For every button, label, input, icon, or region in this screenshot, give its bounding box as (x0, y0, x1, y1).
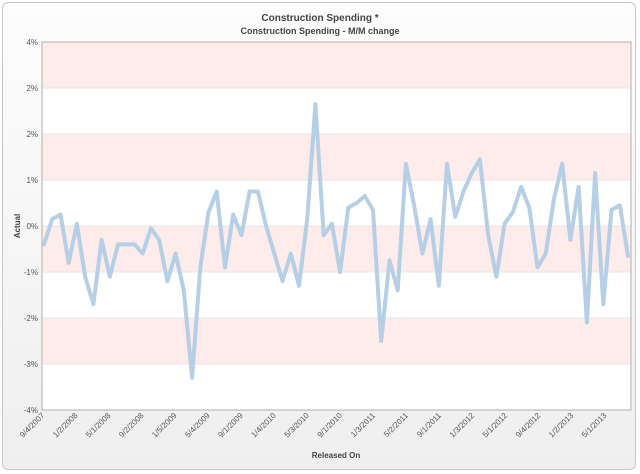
x-axis-ticks: 9/4/2007 1/2/2008 5/1/2008 9/2/2008 1/5/2009… (18, 411, 609, 440)
chart-title: Construction Spending * (261, 13, 379, 24)
x-axis-label: Released On (312, 451, 361, 460)
x-tick-label: 1/4/2010 (249, 411, 278, 440)
x-tick-label: 9/2/2008 (117, 411, 146, 440)
x-tick-label: 5/4/2009 (183, 411, 212, 440)
chart-subtitle: Construction Spending - M/M change (240, 26, 400, 36)
x-tick-label: 1/2/2008 (51, 411, 80, 440)
band (42, 318, 631, 364)
y-tick-label: 1% (26, 176, 38, 185)
x-tick-label: 5/1/2008 (84, 411, 113, 440)
series-line (42, 102, 630, 380)
x-tick-label: 5/1/2012 (481, 411, 510, 440)
y-tick-label: -4% (24, 406, 38, 415)
y-tick-label: -1% (24, 268, 38, 277)
y-tick-label: 2% (26, 84, 38, 93)
x-tick-label: 9/1/2010 (316, 411, 345, 440)
y-tick-label: 0% (26, 222, 38, 231)
x-tick-label: 1/3/2011 (349, 411, 377, 439)
x-tick-label: 1/2/2013 (547, 411, 576, 440)
x-tick-label: 5/2/2011 (382, 411, 410, 439)
plot-area (41, 41, 632, 411)
y-tick-label: 4% (26, 38, 38, 47)
series-group (42, 102, 630, 380)
y-tick-label: -2% (24, 314, 38, 323)
x-tick-label: 9/1/2011 (415, 411, 443, 439)
band (42, 134, 631, 180)
y-axis-ticks: -4% -3% -2% -1% 0% 1% 2% 2% 4% (24, 38, 38, 415)
y-tick-label: -3% (24, 360, 38, 369)
x-tick-label: 1/3/2012 (448, 411, 477, 440)
band (42, 42, 631, 88)
x-tick-label: 9/1/2009 (216, 411, 245, 440)
x-tick-label: 5/3/2010 (283, 411, 312, 440)
y-tick-label: 2% (26, 130, 38, 139)
x-tick-label: 1/5/2009 (150, 411, 179, 440)
x-tick-label: 5/1/2013 (580, 411, 609, 440)
y-axis-label: Actual (13, 214, 22, 238)
x-tick-label: 9/4/2012 (514, 411, 543, 440)
